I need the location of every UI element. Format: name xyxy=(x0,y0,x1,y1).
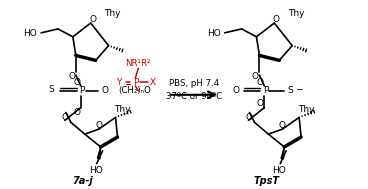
Text: 7a-j: 7a-j xyxy=(72,176,93,186)
Text: O: O xyxy=(245,113,252,122)
Text: Thy: Thy xyxy=(298,105,314,114)
Polygon shape xyxy=(98,147,100,159)
Text: TpsT: TpsT xyxy=(254,176,279,186)
Text: PBS, pH 7.4: PBS, pH 7.4 xyxy=(169,78,219,88)
Text: O: O xyxy=(257,77,264,87)
Text: O: O xyxy=(273,15,280,24)
Text: O: O xyxy=(73,108,80,117)
Text: (CH₂)ₙO: (CH₂)ₙO xyxy=(118,86,151,95)
Text: Thy: Thy xyxy=(288,9,304,18)
Text: 37ºC or 90ºC: 37ºC or 90ºC xyxy=(166,92,222,101)
Text: Y: Y xyxy=(116,77,121,87)
Text: O: O xyxy=(257,99,264,108)
Text: O: O xyxy=(89,15,96,24)
Text: −: − xyxy=(296,84,303,93)
Text: P: P xyxy=(133,77,138,87)
Text: O: O xyxy=(279,121,286,130)
Text: NR¹R²: NR¹R² xyxy=(125,59,151,68)
Text: HO: HO xyxy=(207,29,221,38)
Polygon shape xyxy=(281,147,284,159)
Text: S: S xyxy=(287,86,293,95)
Text: S: S xyxy=(48,85,54,94)
Text: P: P xyxy=(263,86,268,95)
Text: HO: HO xyxy=(23,29,37,38)
Text: O: O xyxy=(232,86,239,95)
Text: Thy: Thy xyxy=(104,9,121,18)
Text: O: O xyxy=(61,113,68,122)
Text: P: P xyxy=(79,86,85,95)
Text: O: O xyxy=(252,72,259,81)
Text: O: O xyxy=(68,72,75,81)
Text: HO: HO xyxy=(272,166,286,175)
Text: O: O xyxy=(73,77,80,87)
Text: O: O xyxy=(95,121,102,130)
Text: O: O xyxy=(102,86,109,95)
Text: HO: HO xyxy=(89,166,103,175)
Text: Thy: Thy xyxy=(114,105,131,114)
Text: X: X xyxy=(150,77,156,87)
